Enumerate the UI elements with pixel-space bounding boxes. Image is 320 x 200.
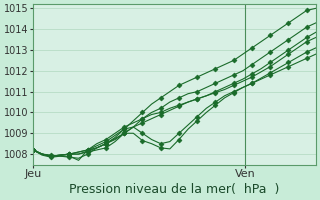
X-axis label: Pression niveau de la mer(  hPa  ): Pression niveau de la mer( hPa ) (69, 183, 280, 196)
